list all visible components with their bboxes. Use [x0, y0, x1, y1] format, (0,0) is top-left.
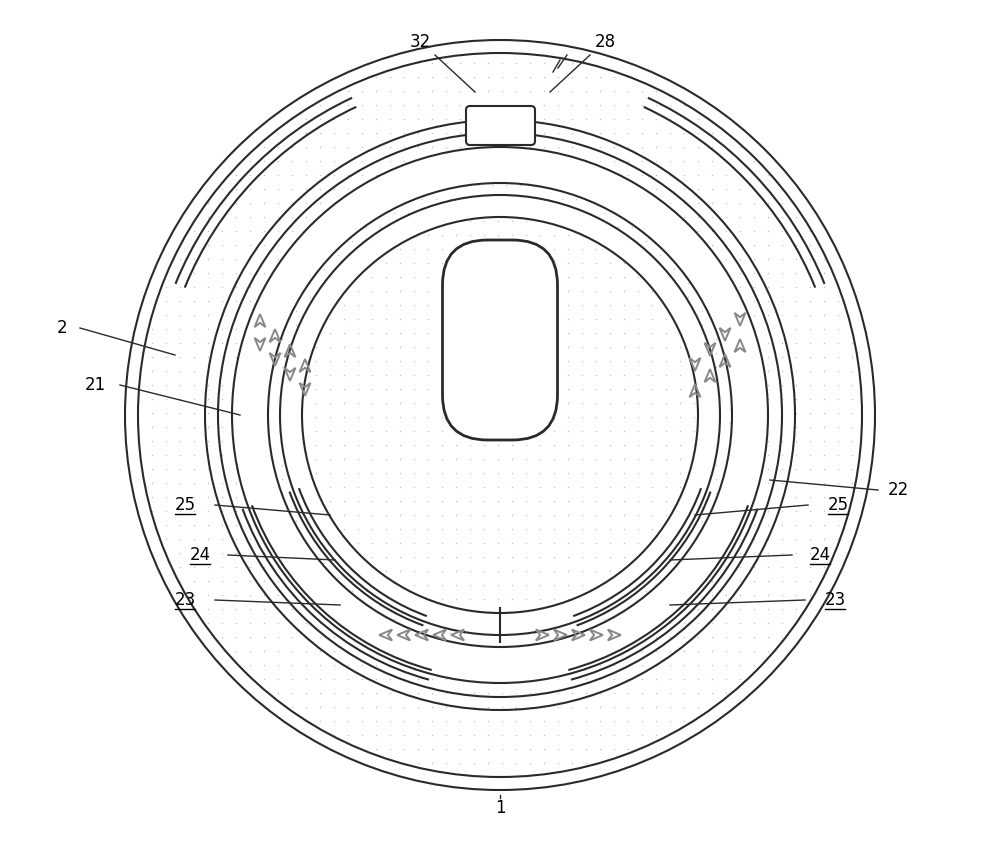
Text: 32: 32: [409, 33, 431, 51]
Circle shape: [120, 35, 880, 795]
Text: 23: 23: [174, 591, 196, 609]
FancyBboxPatch shape: [466, 106, 535, 145]
Text: 25: 25: [827, 496, 849, 514]
Text: 1: 1: [495, 799, 505, 817]
Text: 28: 28: [594, 33, 616, 51]
Text: 23: 23: [824, 591, 846, 609]
Text: 2: 2: [57, 319, 67, 337]
Text: 22: 22: [887, 481, 909, 499]
Text: 21: 21: [84, 376, 106, 394]
Text: 25: 25: [174, 496, 196, 514]
FancyBboxPatch shape: [442, 240, 558, 440]
Text: 24: 24: [189, 546, 211, 564]
Text: 24: 24: [809, 546, 831, 564]
